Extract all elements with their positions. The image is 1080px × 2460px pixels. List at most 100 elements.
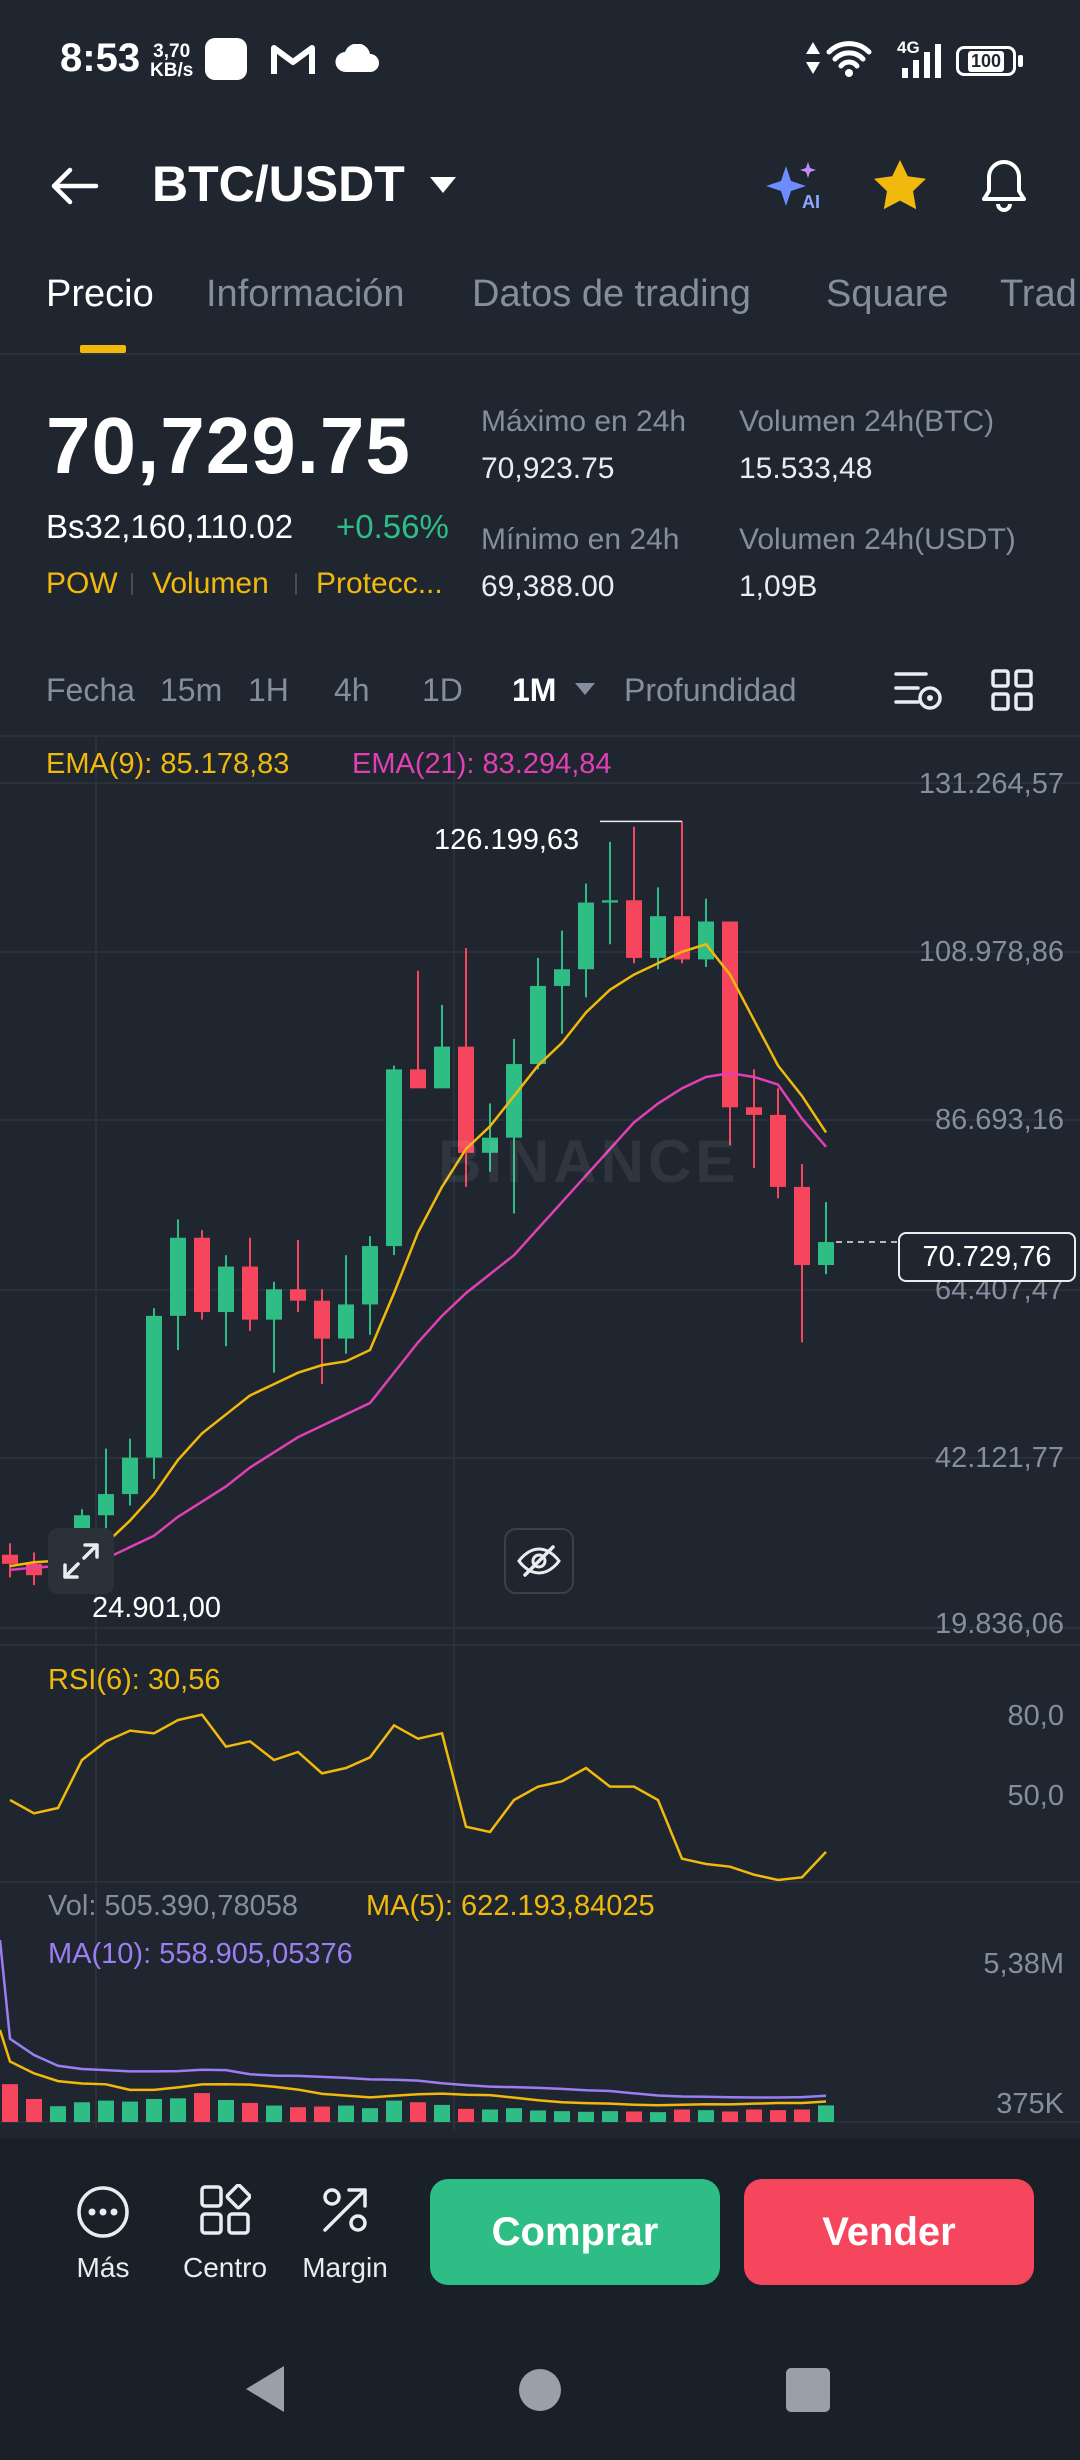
candle-body — [746, 1107, 762, 1115]
interval-1d[interactable]: 1D — [422, 672, 463, 708]
volume-label: Vol: 505.390,78058 — [48, 1890, 298, 1922]
interval-1h[interactable]: 1H — [248, 672, 289, 708]
candle-body — [314, 1300, 330, 1339]
volume-bar — [26, 2098, 42, 2122]
volume-bar — [602, 2111, 618, 2122]
interval-fecha[interactable]: Fecha — [46, 672, 135, 708]
candle-body — [530, 985, 546, 1065]
more-dots-icon — [77, 2186, 129, 2238]
volume-bar — [290, 2107, 306, 2122]
layout-grid-icon[interactable] — [990, 668, 1034, 712]
expand-icon — [63, 1543, 99, 1579]
tag-pow[interactable]: POW — [46, 567, 118, 600]
caret-down-icon[interactable] — [428, 175, 458, 197]
tabs-divider — [0, 353, 1080, 355]
interval-4h[interactable]: 4h — [334, 672, 370, 708]
center-button[interactable]: Centro — [170, 2180, 280, 2290]
chart-settings-icon[interactable] — [894, 668, 944, 712]
chart-watermark: BINANCE — [438, 1128, 740, 1195]
favorite-star-icon[interactable] — [872, 158, 928, 212]
margin-button[interactable]: Margin — [290, 2180, 400, 2290]
network-speed-unit: KB/s — [150, 60, 194, 81]
volume-bar — [434, 2104, 450, 2122]
current-price-tag[interactable]: 70.729,76 — [898, 1232, 1076, 1282]
volume-bar — [194, 2093, 210, 2122]
signal-icon — [902, 44, 941, 78]
price-axis-tick: 108.978,86 — [918, 936, 1064, 968]
tab-trading[interactable]: Trad — [1000, 273, 1077, 315]
app-notification-icon — [205, 38, 247, 80]
ema9-line — [9, 942, 828, 1568]
interval-divider — [0, 735, 1080, 737]
ma5-label: MA(5): 622.193,84025 — [366, 1890, 655, 1922]
volume-bar — [578, 2111, 594, 2122]
wifi-icon — [826, 41, 872, 77]
bell-icon[interactable] — [978, 156, 1030, 214]
eye-off-icon — [517, 1545, 561, 1577]
volume-btc-value: 15.533,48 — [739, 452, 873, 485]
margin-icon — [323, 2188, 367, 2232]
tag-volumen[interactable]: Volumen — [152, 567, 269, 600]
interval-1m[interactable]: 1M — [512, 672, 557, 708]
buy-button[interactable]: Comprar — [430, 2179, 720, 2285]
back-arrow-icon[interactable] — [48, 166, 100, 206]
volume-bar — [266, 2105, 282, 2122]
candle-body — [722, 921, 738, 1108]
high-24h-label: Máximo en 24h — [481, 405, 687, 438]
fiat-price: Bs32,160,110.02 — [46, 508, 294, 545]
interval-profundidad[interactable]: Profundidad — [624, 672, 797, 708]
tab-precio[interactable]: Precio — [46, 273, 154, 315]
interval-dropdown-icon[interactable] — [574, 682, 596, 696]
volume-bar — [218, 2099, 234, 2122]
low-24h-label: Mínimo en 24h — [481, 523, 680, 556]
volume-bar — [386, 2100, 402, 2122]
volume-bar — [314, 2106, 330, 2122]
active-tab-indicator — [80, 345, 126, 353]
volume-bar — [458, 2108, 474, 2122]
pair-title[interactable]: BTC/USDT — [152, 156, 405, 212]
nav-home-icon[interactable] — [518, 2368, 562, 2412]
hide-indicators-button[interactable] — [504, 1528, 574, 1594]
nav-recents-icon[interactable] — [786, 2368, 830, 2412]
volume-bar — [506, 2108, 522, 2122]
volume-bar — [674, 2109, 690, 2122]
ai-sparkle-icon[interactable]: AI — [766, 160, 824, 212]
volume-btc-label: Volumen 24h(BTC) — [739, 405, 995, 438]
candle-body — [554, 969, 570, 986]
tab-square[interactable]: Square — [826, 273, 949, 315]
high-marker-label: 126.199,63 — [434, 824, 580, 856]
volume-axis-tick: 5,38M — [983, 1948, 1064, 1980]
candle-body — [2, 1554, 18, 1564]
candle-body — [218, 1266, 234, 1313]
candle-body — [626, 900, 642, 958]
tab-informacion[interactable]: Información — [206, 273, 405, 315]
volume-bar — [338, 2105, 354, 2122]
sell-button[interactable]: Vender — [744, 2179, 1034, 2285]
candle-body — [698, 921, 714, 960]
candle-body — [338, 1304, 354, 1339]
volume-bar — [170, 2098, 186, 2122]
network-speed-value: 3,70 — [153, 41, 191, 62]
price-change-percent: +0.56% — [336, 508, 449, 545]
price-axis-tick: 19.836,06 — [934, 1608, 1064, 1640]
nav-back-icon[interactable] — [244, 2364, 286, 2414]
volume-bar — [650, 2112, 666, 2122]
ma5-line — [0, 2029, 827, 2107]
candlestick-chart[interactable] — [0, 737, 1080, 2137]
candle-body — [170, 1237, 186, 1316]
data-transfer-icon — [806, 42, 820, 74]
interval-15m[interactable]: 15m — [160, 672, 223, 708]
price-axis-tick: 42.121,77 — [934, 1442, 1064, 1474]
volume-bar — [626, 2111, 642, 2122]
candle-body — [98, 1494, 114, 1516]
more-button[interactable]: Más — [48, 2180, 158, 2290]
volume-bar — [698, 2110, 714, 2122]
candle-body — [506, 1064, 522, 1138]
expand-chart-button[interactable] — [48, 1528, 114, 1594]
tab-datos-de-trading[interactable]: Datos de trading — [472, 273, 751, 315]
candle-body — [818, 1242, 834, 1266]
tag-proteccion[interactable]: Protecc... — [316, 567, 443, 600]
candle-body — [410, 1069, 426, 1089]
volume-bar — [2, 2084, 18, 2122]
volume-bar — [746, 2109, 762, 2122]
